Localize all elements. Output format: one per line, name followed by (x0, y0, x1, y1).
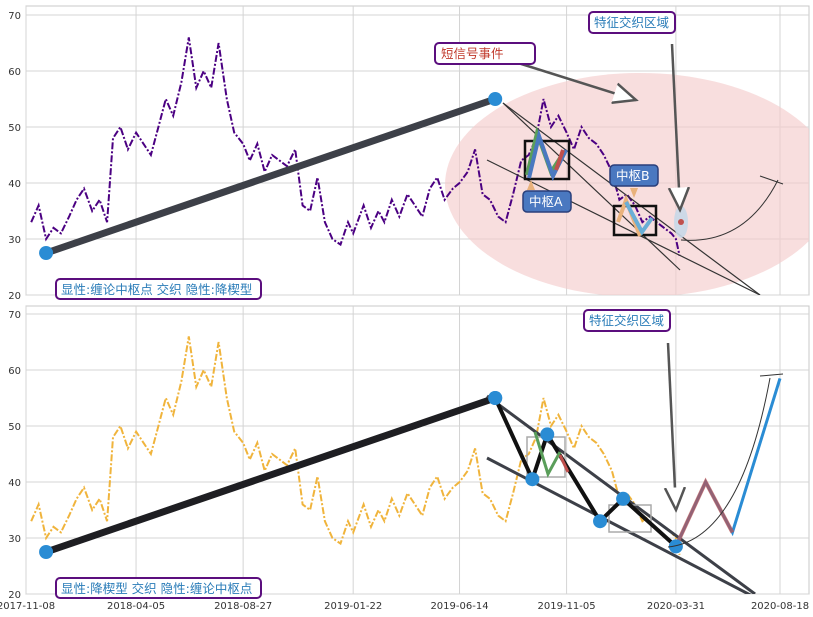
bottom-projection-arc (667, 377, 771, 548)
top-panel: 20 30 40 50 60 70 (8, 5, 810, 302)
bottom-legend-box: 显性:降楔型 交织 隐性:缠论中枢点 (55, 577, 262, 599)
bottom-zigzag-point (488, 391, 503, 405)
y-tick-label: 20 (8, 291, 21, 302)
top-feature-region-box: 特征交织区域 (588, 11, 676, 34)
bottom-feature-region-text: 特征交织区域 (589, 313, 664, 328)
bottom-feature-region-arrow (668, 342, 676, 510)
bottom-legend-text: 显性:降楔型 交织 隐性:缠论中枢点 (61, 581, 252, 596)
top-feature-region-arrow (672, 43, 680, 210)
bottom-zigzag-red (558, 454, 570, 473)
trend-line (42, 95, 499, 257)
zigzag-b-blue (624, 201, 654, 236)
zhongshu-a-rect (523, 139, 571, 181)
top-price-series (30, 37, 681, 257)
wedge-upper-line (502, 102, 681, 271)
y-tick-label: 30 (8, 534, 21, 545)
bottom-projection-tick (759, 373, 784, 377)
bottom-zigzag (493, 397, 678, 548)
bottom-overlays (39, 342, 784, 594)
trend-end-point (488, 92, 503, 106)
x-tick-label: 2018-04-05 (107, 601, 165, 612)
pointer-a (527, 180, 535, 190)
top-legend-box: 显性:缠论中枢点 交织 隐性:降楔型 (55, 278, 262, 300)
zhongshu-a-box: 中枢A (522, 190, 572, 213)
bottom-panel: 20 30 40 50 60 70 (8, 305, 810, 601)
y-tick-label: 70 (8, 310, 21, 321)
y-tick-label: 60 (8, 67, 21, 78)
y-tick-label: 40 (8, 478, 21, 489)
y-tick-label: 40 (8, 179, 21, 190)
y-tick-label: 60 (8, 366, 21, 377)
zigzag-b-orange (616, 194, 642, 237)
y-tick-label: 50 (8, 422, 21, 433)
bottom-zigzag-point (668, 539, 683, 554)
zhongshu-b-text: 中枢B (616, 168, 650, 183)
bottom-zigzag-point (525, 472, 540, 487)
bottom-plot-area (25, 305, 810, 595)
bottom-zigzag-point (616, 491, 631, 506)
top-y-tick-labels: 20 30 40 50 60 70 (8, 11, 21, 302)
zigzag-a-red (554, 149, 565, 171)
price-line (30, 37, 681, 257)
zhongshu-b-box: 中枢B (609, 164, 659, 187)
bottom-feature-region-box: 特征交织区域 (583, 309, 671, 332)
y-tick-label: 20 (8, 590, 21, 601)
trend-start-point (39, 246, 54, 260)
y-tick-label: 50 (8, 123, 21, 134)
bottom-zigzag-point (540, 427, 555, 442)
top-feature-region-text: 特征交织区域 (594, 15, 669, 30)
price-line (30, 336, 681, 556)
bottom-zigzag-red-leg (674, 477, 735, 548)
short-signal-box: 短信号事件 (434, 42, 536, 65)
x-tick-label: 2019-11-05 (538, 601, 596, 612)
bottom-zigzag-green (533, 431, 562, 478)
y-tick-label: 30 (8, 235, 21, 246)
zhongshu-a-text: 中枢A (529, 194, 563, 209)
trend-line (42, 394, 499, 556)
trend-start-point (39, 545, 54, 559)
pointer-b (630, 188, 638, 198)
bottom-y-tick-labels: 20 30 40 50 60 70 (8, 310, 21, 601)
wedge-outer-line (502, 102, 761, 295)
top-overlays (39, 43, 784, 295)
bottom-price-series (30, 336, 681, 556)
x-tick-label: 2019-01-22 (324, 601, 382, 612)
bottom-zigzag-point (593, 514, 608, 529)
x-tick-label: 2020-08-18 (751, 601, 809, 612)
wedge-lower-line (486, 159, 761, 295)
y-tick-label: 70 (8, 11, 21, 22)
x-tick-label: 2020-03-31 (647, 601, 705, 612)
projection-arc (680, 179, 779, 241)
short-signal-arrow (514, 60, 636, 100)
top-legend-text: 显性:缠论中枢点 交织 隐性:降楔型 (61, 282, 252, 297)
x-tick-label: 2018-08-27 (214, 601, 272, 612)
short-signal-text: 短信号事件 (441, 46, 504, 61)
feature-region-dot (678, 219, 684, 225)
x-tick-labels: 2017-11-08 2018-04-05 2018-08-27 2019-01-22… (0, 601, 809, 612)
x-tick-label: 2019-06-14 (430, 601, 488, 612)
zhongshu-b-rect (612, 204, 658, 237)
x-tick-label: 2017-11-08 (0, 601, 55, 612)
projection-end-tick (759, 175, 784, 185)
